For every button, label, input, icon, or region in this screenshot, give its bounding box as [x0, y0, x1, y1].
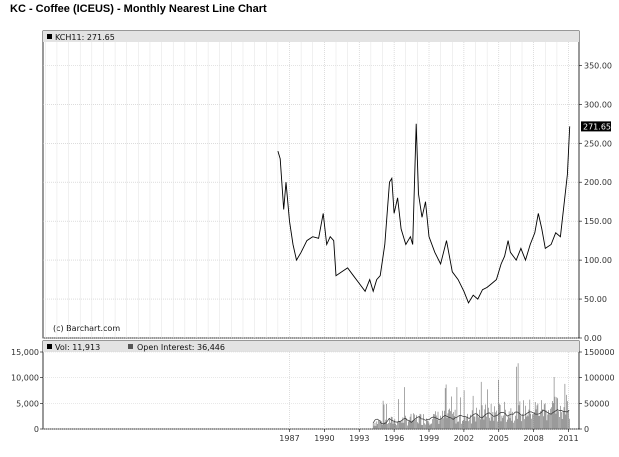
price-y-tick-label: 300.00	[584, 100, 612, 109]
x-tick-label: 1987	[279, 434, 299, 443]
volume-plot-area	[42, 340, 580, 430]
volume-left-tick-label: 5,000	[16, 399, 39, 408]
x-tick-label: 1996	[384, 434, 404, 443]
watermark: (c) Barchart.com	[53, 324, 120, 333]
volume-bars	[372, 363, 570, 429]
x-tick-label: 2005	[489, 434, 509, 443]
volume-right-axis: 150000 100000 50000 0	[579, 348, 615, 434]
price-plot-area	[42, 30, 580, 339]
price-grid	[43, 42, 579, 339]
price-y-tick-label: 0.00	[584, 334, 602, 343]
x-tick-label: 2008	[523, 434, 543, 443]
open-interest-legend: Open Interest: 36,446	[137, 343, 225, 352]
open-interest-legend-swatch	[128, 344, 133, 349]
x-axis: 1987 1990 1993 1996 1999 2002 2005 2008 2011	[279, 429, 579, 443]
volume-right-tick-label: 150000	[584, 348, 615, 357]
price-line	[277, 123, 571, 304]
volume-legend-bar	[43, 341, 579, 352]
volume-right-tick-label: 50000	[584, 399, 609, 408]
x-tick-label: 1993	[349, 434, 369, 443]
price-legend: KCH11: 271.65	[55, 33, 115, 42]
x-tick-label: 2002	[454, 434, 474, 443]
open-interest-line	[372, 409, 570, 425]
price-y-axis: 350.00 300.00 250.00 200.00 150.00 100.00 50.0…	[579, 61, 612, 343]
price-legend-bar	[43, 31, 579, 42]
price-y-tick-label: 250.00	[584, 139, 612, 148]
x-tick-label: 1999	[419, 434, 439, 443]
chart-title: KC - Coffee (ICEUS) - Monthly Nearest Li…	[10, 3, 267, 15]
volume-right-tick-label: 0	[584, 425, 589, 434]
price-y-tick-label: 150.00	[584, 217, 612, 226]
volume-legend-swatch	[47, 344, 52, 349]
price-y-tick-label: 50.00	[584, 295, 607, 304]
price-legend-swatch	[47, 34, 52, 39]
last-value-badge	[581, 121, 611, 132]
volume-legend: Vol: 11,913	[55, 343, 100, 352]
volume-left-tick-label: 0	[34, 425, 39, 434]
volume-bar-series	[372, 363, 570, 429]
volume-left-tick-label: 15,000	[11, 348, 39, 357]
x-tick-label: 2011	[558, 434, 578, 443]
price-y-tick-label: 200.00	[584, 178, 612, 187]
x-tick-label: 1990	[314, 434, 334, 443]
volume-right-tick-label: 100000	[584, 374, 615, 383]
volume-left-tick-label: 10,000	[11, 374, 39, 383]
price-y-tick-label: 350.00	[584, 61, 612, 70]
price-y-tick-label: 100.00	[584, 256, 612, 265]
last-value-label: 271.65	[583, 122, 611, 131]
volume-left-axis: 15,000 10,000 5,000 0	[11, 348, 43, 434]
